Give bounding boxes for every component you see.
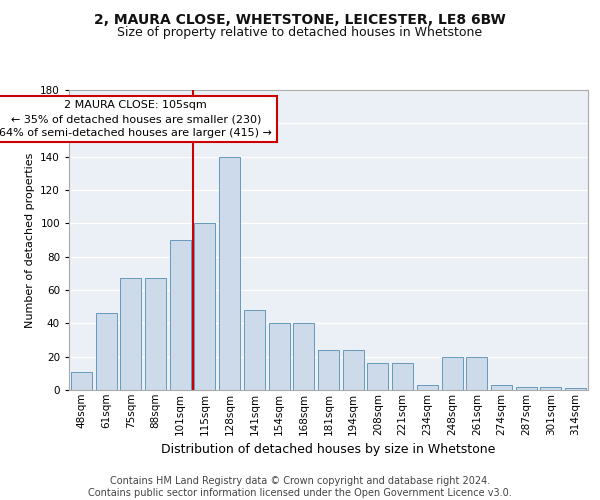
Bar [120,278,141,390]
Bar [343,350,364,390]
X-axis label: Distribution of detached houses by size in Whetstone: Distribution of detached houses by size … [161,443,496,456]
Bar [541,386,562,390]
Bar [491,385,512,390]
Bar [170,240,191,390]
Bar [269,324,290,390]
Text: Contains HM Land Registry data © Crown copyright and database right 2024.
Contai: Contains HM Land Registry data © Crown c… [88,476,512,498]
Bar [442,356,463,390]
Bar [95,314,116,390]
Bar [194,224,215,390]
Y-axis label: Number of detached properties: Number of detached properties [25,152,35,328]
Bar [71,372,92,390]
Bar [318,350,339,390]
Text: Size of property relative to detached houses in Whetstone: Size of property relative to detached ho… [118,26,482,39]
Bar [293,324,314,390]
Bar [392,364,413,390]
Bar [466,356,487,390]
Text: 2 MAURA CLOSE: 105sqm
← 35% of detached houses are smaller (230)
64% of semi-det: 2 MAURA CLOSE: 105sqm ← 35% of detached … [0,100,272,138]
Bar [145,278,166,390]
Bar [565,388,586,390]
Text: 2, MAURA CLOSE, WHETSTONE, LEICESTER, LE8 6BW: 2, MAURA CLOSE, WHETSTONE, LEICESTER, LE… [94,12,506,26]
Bar [219,156,240,390]
Bar [367,364,388,390]
Bar [516,386,537,390]
Bar [417,385,438,390]
Bar [244,310,265,390]
